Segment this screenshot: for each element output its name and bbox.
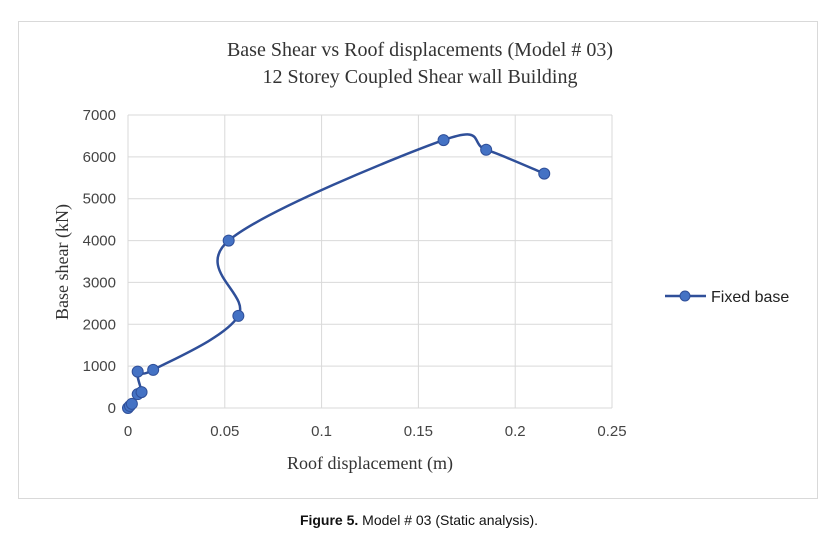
data-point [538, 167, 551, 180]
data-point [480, 143, 493, 156]
x-tick-label: 0.05 [210, 423, 239, 440]
y-tick-label: 7000 [83, 107, 116, 124]
x-tick-label: 0.1 [311, 423, 332, 440]
data-point [147, 363, 160, 376]
y-tick-label: 2000 [83, 316, 116, 333]
x-tick-label: 0.2 [505, 423, 526, 440]
figure-caption: Figure 5. Model # 03 (Static analysis). [0, 512, 838, 528]
data-point [125, 397, 138, 410]
caption-label: Figure 5. [299, 512, 359, 528]
data-point [232, 309, 245, 322]
y-tick-label: 5000 [83, 191, 116, 208]
gridlines [127, 114, 613, 409]
y-axis-label: Base shear (kN) [52, 204, 73, 320]
data-point [131, 365, 144, 378]
legend-label-fixed-base: Fixed base [711, 289, 789, 306]
x-tick-label: 0.25 [597, 423, 626, 440]
chart-subtitle: 12 Storey Coupled Shear wall Building [263, 66, 578, 88]
y-tick-labels: 0 1000 2000 3000 4000 5000 6000 7000 [83, 107, 116, 417]
x-tick-labels: 0 0.05 0.1 0.15 0.2 0.25 [124, 423, 627, 440]
data-point [222, 234, 235, 247]
y-tick-label: 0 [108, 400, 116, 417]
data-point [437, 134, 450, 147]
x-axis-label: Roof displacement (m) [287, 453, 453, 474]
x-tick-label: 0.15 [404, 423, 433, 440]
x-tick-label: 0 [124, 423, 132, 440]
series-line [127, 133, 545, 409]
caption-text: Model # 03 (Static analysis). [358, 512, 539, 528]
chart-title: Base Shear vs Roof displacements (Model … [227, 39, 613, 61]
data-point [135, 386, 148, 399]
legend: Fixed base [665, 289, 789, 306]
y-tick-label: 1000 [83, 358, 116, 375]
series-fixed-base [122, 133, 551, 414]
legend-marker [679, 290, 691, 302]
y-tick-label: 6000 [83, 149, 116, 166]
y-tick-label: 3000 [83, 274, 116, 291]
y-tick-label: 4000 [83, 233, 116, 250]
